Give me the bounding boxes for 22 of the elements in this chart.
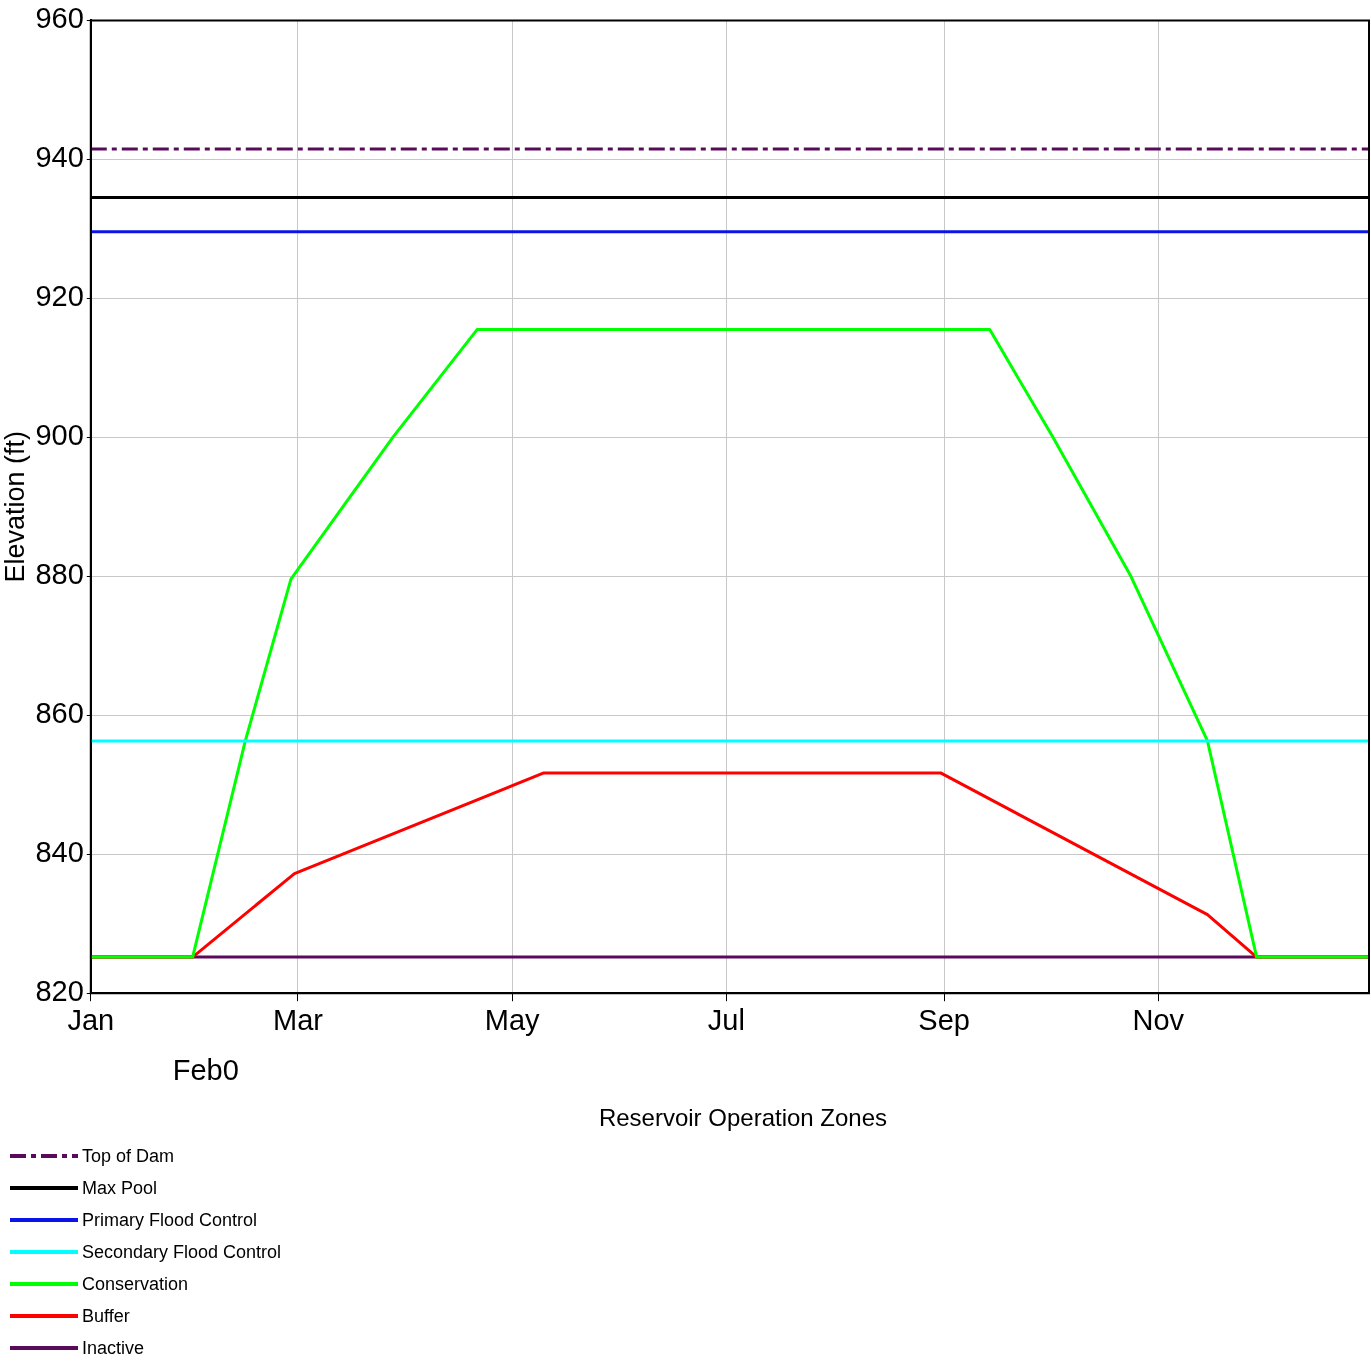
x-axis-title: Reservoir Operation Zones [597,1104,889,1132]
legend-label: Conservation [82,1273,189,1295]
y-tick-label: 940 [35,141,84,174]
legend-label: Primary Flood Control [82,1209,258,1231]
y-tick-label: 880 [35,558,84,591]
y-tick-label: 900 [35,419,84,452]
legend-label: Buffer [82,1305,130,1327]
x-tick-label: May [484,1003,541,1036]
y-tick-label: 840 [35,836,84,869]
x-tick-label: Nov [1132,1003,1185,1036]
legend-label: Top of Dam [82,1145,175,1167]
legend-label: Max Pool [82,1177,158,1199]
legend-label: Secondary Flood Control [82,1241,282,1263]
text: Feb0 [172,1053,239,1086]
legend-label: Inactive [82,1337,145,1359]
x-tick-label: Mar [272,1003,324,1036]
y-tick-label: 920 [35,280,84,313]
x-tick-label: Jul [707,1003,745,1036]
x-tick-label: Sep [918,1003,970,1036]
y-tick-label: 960 [35,2,84,35]
y-axis-title: Elevation (ft) [0,431,30,583]
y-tick-label: 860 [35,697,84,730]
